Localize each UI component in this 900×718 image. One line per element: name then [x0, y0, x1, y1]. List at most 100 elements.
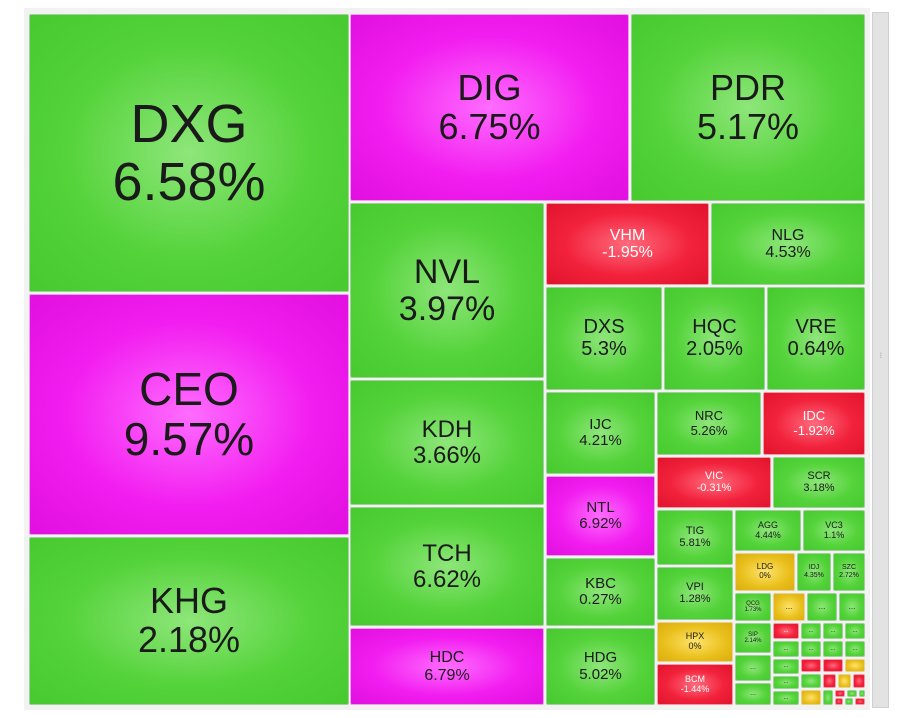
- tile-qcg[interactable]: QCG 1.73%: [735, 593, 771, 621]
- tile-ceo[interactable]: CEO 9.57%: [29, 294, 349, 535]
- more-label: ...: [783, 663, 789, 670]
- tile-change: 5.26%: [690, 422, 728, 438]
- tile-sip[interactable]: SIP 2.14%: [735, 623, 771, 653]
- tile-more[interactable]: [835, 690, 845, 697]
- tile-more[interactable]: [845, 659, 865, 672]
- tile-more[interactable]: ...: [807, 593, 837, 621]
- tile-change: -1.92%: [793, 422, 835, 438]
- tile-change: 6.58%: [112, 152, 266, 212]
- tile-more[interactable]: [853, 674, 865, 688]
- tile-change: 2.14%: [744, 638, 762, 644]
- tile-ldg[interactable]: LDG 0%: [735, 553, 795, 591]
- tile-symbol: PDR: [709, 66, 786, 108]
- tile-more[interactable]: [845, 698, 853, 705]
- tile-symbol: NRC: [694, 408, 724, 424]
- tile-change: 0.27%: [579, 591, 622, 608]
- tile-hqc[interactable]: HQC 2.05%: [664, 287, 765, 390]
- tile-agg[interactable]: AGG 4.44%: [735, 510, 801, 551]
- tile-change: -1.95%: [602, 244, 653, 261]
- tile-more[interactable]: ...: [801, 641, 821, 657]
- tile-symbol: HPX: [685, 631, 705, 642]
- tile-change: 6.79%: [424, 666, 470, 684]
- tile-more[interactable]: ...: [773, 641, 799, 657]
- tile-symbol: CEO: [139, 362, 239, 415]
- tile-more[interactable]: [801, 674, 821, 688]
- scroll-grip-icon[interactable]: ⋮: [878, 352, 884, 359]
- tile-more[interactable]: [847, 690, 857, 697]
- tile-more[interactable]: [838, 674, 851, 688]
- tile-more[interactable]: [823, 659, 843, 672]
- tile-more[interactable]: ...: [845, 623, 865, 639]
- tile-more[interactable]: [859, 690, 865, 697]
- tile-change: 6.75%: [438, 105, 541, 147]
- tile-symbol: TIG: [685, 524, 705, 537]
- tile-idc[interactable]: IDC -1.92%: [763, 392, 865, 455]
- tile-change: 4.21%: [579, 432, 622, 449]
- more-label: ...: [750, 690, 756, 698]
- tile-more[interactable]: ...: [773, 659, 799, 674]
- tile-tig[interactable]: TIG 5.81%: [657, 510, 733, 565]
- tile-change: 0%: [688, 641, 702, 651]
- tile-symbol: QCG: [746, 600, 760, 607]
- tile-more[interactable]: [801, 690, 821, 705]
- tile-vic[interactable]: VIC -0.31%: [657, 457, 771, 508]
- tile-symbol: NVL: [413, 252, 481, 291]
- tile-more[interactable]: ...: [735, 683, 771, 705]
- more-label: ...: [848, 601, 856, 611]
- tile-more[interactable]: ...: [823, 623, 843, 639]
- tile-kbc[interactable]: KBC 0.27%: [546, 558, 655, 626]
- more-label: ...: [783, 679, 789, 686]
- tile-more[interactable]: ...: [773, 593, 805, 621]
- tile-more[interactable]: ...: [845, 641, 865, 657]
- vertical-scrollbar[interactable]: ⋮: [872, 12, 889, 708]
- tile-more[interactable]: ...: [773, 623, 799, 639]
- tile-tch[interactable]: TCH 6.62%: [350, 507, 544, 626]
- more-label: ...: [783, 694, 789, 701]
- tile-symbol: SZC: [842, 564, 856, 572]
- tile-khg[interactable]: KHG 2.18%: [29, 537, 349, 705]
- tile-bcm[interactable]: BCM -1.44%: [657, 664, 733, 705]
- tile-change: -0.31%: [696, 481, 732, 494]
- tile-more[interactable]: ...: [823, 641, 843, 657]
- tile-symbol: DXS: [583, 315, 625, 338]
- tile-pdr[interactable]: PDR 5.17%: [631, 14, 865, 201]
- tile-more[interactable]: [835, 698, 843, 705]
- tile-dig[interactable]: DIG 6.75%: [350, 14, 629, 201]
- tile-hpx[interactable]: HPX 0%: [657, 622, 733, 662]
- tile-more[interactable]: [855, 698, 865, 705]
- tile-more[interactable]: ...: [735, 655, 771, 681]
- tile-vc3[interactable]: VC3 1.1%: [803, 510, 865, 551]
- tile-change: 1.28%: [679, 592, 711, 605]
- tile-dxs[interactable]: DXS 5.3%: [546, 287, 662, 390]
- tile-more[interactable]: ...: [773, 691, 799, 705]
- more-label: ...: [750, 664, 756, 672]
- tile-kdh[interactable]: KDH 3.66%: [350, 380, 544, 505]
- tile-ijc[interactable]: IJC 4.21%: [546, 392, 655, 474]
- tile-vhm[interactable]: VHM -1.95%: [546, 203, 709, 285]
- tile-scr[interactable]: SCR 3.18%: [773, 457, 865, 508]
- tile-symbol: BCM: [685, 673, 705, 684]
- tile-ntl[interactable]: NTL 6.92%: [546, 476, 655, 556]
- tile-nrc[interactable]: NRC 5.26%: [657, 392, 761, 455]
- tile-symbol: IDJ: [808, 564, 820, 572]
- tile-vpi[interactable]: VPI 1.28%: [657, 567, 733, 620]
- tile-dxg[interactable]: DXG 6.58%: [29, 14, 349, 292]
- tile-hdc[interactable]: HDC 6.79%: [350, 628, 544, 705]
- tile-nlg[interactable]: NLG 4.53%: [711, 203, 865, 285]
- tile-more[interactable]: [823, 674, 836, 688]
- tile-symbol: HQC: [692, 315, 737, 338]
- tile-symbol: VPI: [686, 580, 704, 593]
- tile-symbol: VIC: [704, 469, 724, 482]
- tile-more[interactable]: ...: [773, 676, 799, 689]
- tile-more[interactable]: [801, 659, 821, 672]
- tile-hdg[interactable]: HDG 5.02%: [546, 628, 655, 705]
- tile-vre[interactable]: VRE 0.64%: [767, 287, 865, 390]
- tile-idj[interactable]: IDJ 4.35%: [797, 553, 831, 591]
- tile-more[interactable]: ...: [801, 623, 821, 639]
- tile-more[interactable]: [823, 690, 833, 705]
- tile-change: -1.44%: [680, 683, 710, 694]
- tile-nvl[interactable]: NVL 3.97%: [350, 203, 544, 378]
- tile-szc[interactable]: SZC 2.72%: [833, 553, 865, 591]
- tile-more[interactable]: ...: [839, 593, 865, 621]
